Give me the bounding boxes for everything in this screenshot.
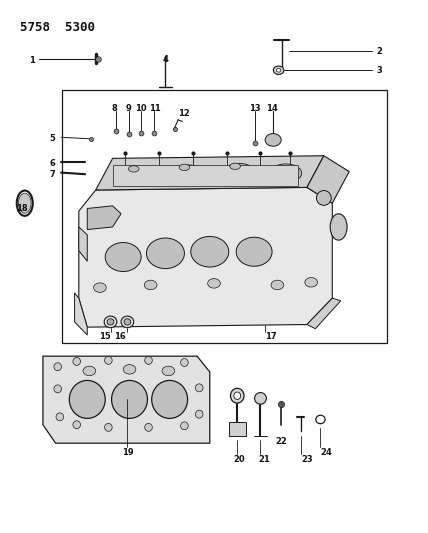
Ellipse shape bbox=[196, 384, 203, 392]
Ellipse shape bbox=[112, 381, 148, 418]
Ellipse shape bbox=[173, 165, 205, 183]
Text: 9: 9 bbox=[126, 104, 132, 113]
Text: 17: 17 bbox=[265, 332, 276, 341]
Ellipse shape bbox=[305, 278, 318, 287]
Text: 8: 8 bbox=[111, 104, 117, 113]
Ellipse shape bbox=[234, 392, 241, 399]
Text: 22: 22 bbox=[276, 437, 288, 446]
Text: 4: 4 bbox=[163, 55, 168, 64]
Polygon shape bbox=[307, 156, 349, 203]
Text: 23: 23 bbox=[301, 455, 313, 464]
Ellipse shape bbox=[54, 385, 62, 393]
Ellipse shape bbox=[83, 366, 96, 376]
Ellipse shape bbox=[276, 68, 281, 72]
Ellipse shape bbox=[316, 191, 331, 205]
Ellipse shape bbox=[146, 238, 184, 269]
Ellipse shape bbox=[104, 316, 117, 328]
Ellipse shape bbox=[330, 214, 347, 240]
Text: 2: 2 bbox=[377, 47, 383, 56]
Ellipse shape bbox=[179, 164, 190, 171]
Ellipse shape bbox=[94, 283, 106, 292]
Polygon shape bbox=[79, 227, 87, 261]
Polygon shape bbox=[96, 156, 324, 190]
Bar bbox=[229, 422, 246, 437]
Ellipse shape bbox=[18, 193, 31, 213]
Bar bbox=[62, 90, 387, 343]
Text: 13: 13 bbox=[249, 104, 261, 113]
Ellipse shape bbox=[104, 357, 112, 365]
Text: 24: 24 bbox=[320, 448, 332, 457]
Ellipse shape bbox=[54, 363, 62, 370]
Polygon shape bbox=[307, 298, 341, 329]
Ellipse shape bbox=[270, 164, 302, 182]
Ellipse shape bbox=[56, 413, 64, 421]
Polygon shape bbox=[87, 206, 121, 230]
Ellipse shape bbox=[255, 393, 266, 404]
Ellipse shape bbox=[181, 359, 188, 367]
Ellipse shape bbox=[271, 280, 284, 290]
Bar bbox=[113, 165, 298, 187]
Ellipse shape bbox=[145, 357, 152, 365]
Polygon shape bbox=[79, 188, 332, 327]
Ellipse shape bbox=[208, 279, 220, 288]
Text: 1: 1 bbox=[29, 56, 35, 66]
Ellipse shape bbox=[196, 410, 203, 418]
Text: 16: 16 bbox=[113, 332, 125, 341]
Text: 7: 7 bbox=[50, 169, 56, 179]
Text: 12: 12 bbox=[178, 109, 190, 118]
Polygon shape bbox=[43, 356, 210, 443]
Text: 5758  5300: 5758 5300 bbox=[20, 21, 95, 34]
Ellipse shape bbox=[105, 243, 141, 271]
Text: 5: 5 bbox=[50, 134, 56, 143]
Text: 18: 18 bbox=[16, 204, 27, 213]
Ellipse shape bbox=[73, 358, 80, 366]
Polygon shape bbox=[74, 293, 87, 335]
Ellipse shape bbox=[230, 389, 244, 403]
Ellipse shape bbox=[128, 166, 139, 172]
Ellipse shape bbox=[124, 319, 131, 325]
Ellipse shape bbox=[121, 316, 134, 328]
Ellipse shape bbox=[144, 280, 157, 290]
Ellipse shape bbox=[107, 319, 114, 325]
Ellipse shape bbox=[265, 134, 281, 146]
Text: 15: 15 bbox=[99, 332, 110, 341]
Ellipse shape bbox=[152, 381, 187, 418]
Ellipse shape bbox=[273, 66, 284, 75]
Text: 6: 6 bbox=[50, 159, 56, 168]
Text: 19: 19 bbox=[122, 448, 133, 457]
Text: 10: 10 bbox=[135, 104, 146, 113]
Ellipse shape bbox=[230, 163, 241, 169]
Text: 11: 11 bbox=[149, 104, 161, 113]
Ellipse shape bbox=[69, 381, 105, 418]
Ellipse shape bbox=[123, 365, 136, 374]
Ellipse shape bbox=[236, 237, 272, 266]
Ellipse shape bbox=[223, 164, 255, 182]
Ellipse shape bbox=[191, 237, 229, 267]
Ellipse shape bbox=[162, 366, 175, 376]
Ellipse shape bbox=[104, 423, 112, 431]
Ellipse shape bbox=[122, 166, 154, 185]
Ellipse shape bbox=[145, 423, 152, 431]
Ellipse shape bbox=[73, 421, 80, 429]
Text: 21: 21 bbox=[259, 455, 270, 464]
Ellipse shape bbox=[181, 422, 188, 430]
Text: 3: 3 bbox=[377, 66, 382, 75]
Text: 14: 14 bbox=[266, 104, 277, 113]
Text: 20: 20 bbox=[234, 455, 245, 464]
